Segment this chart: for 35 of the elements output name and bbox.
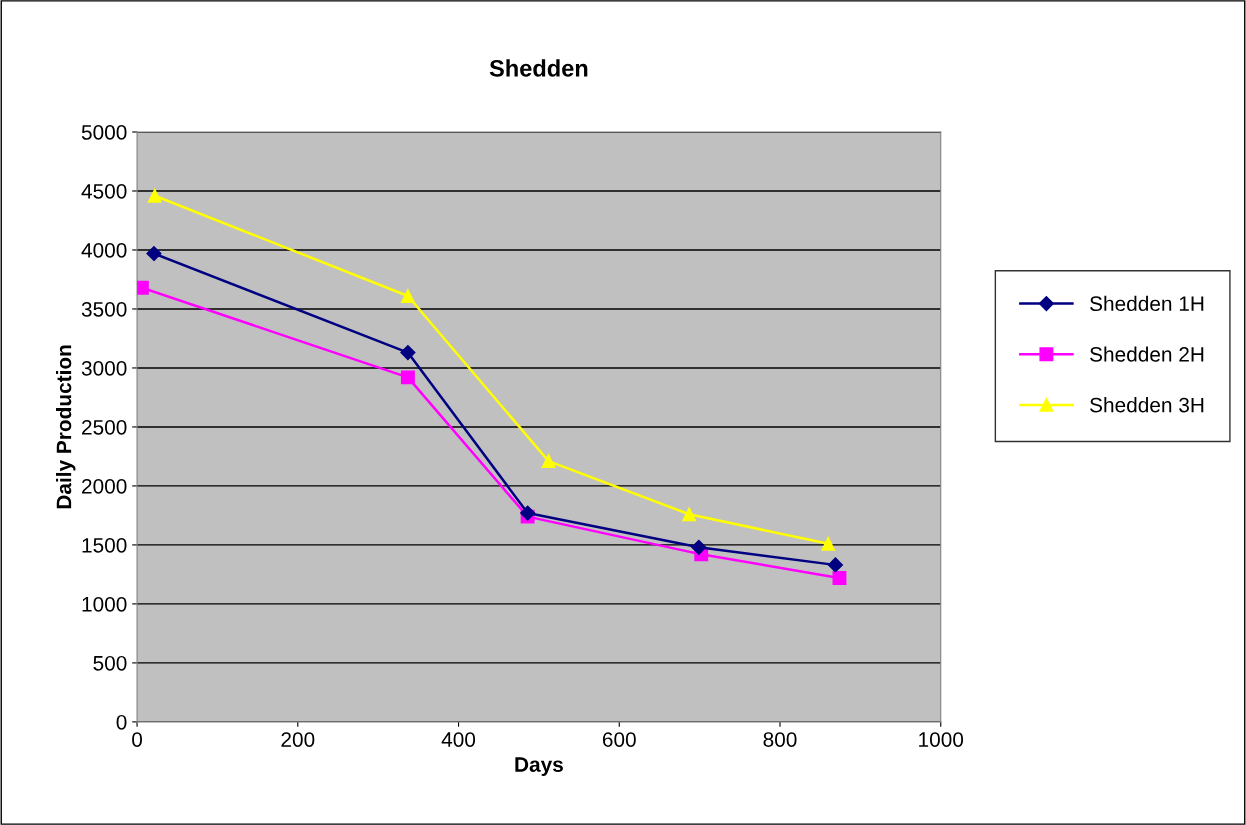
x-tick-label: 1000	[919, 732, 964, 747]
legend-label: Shedden 1H	[1090, 295, 1204, 312]
y-tick-label: 3500	[81, 301, 127, 317]
x-tick-label: 600	[602, 732, 636, 747]
y-axis-title: Daily Production	[56, 345, 76, 509]
x-tick-label: 0	[132, 732, 143, 747]
point	[400, 345, 416, 361]
y-tick-label: 1000	[82, 596, 127, 612]
y-tick-label: 3000	[81, 360, 127, 376]
y-tick-label: 500	[93, 655, 127, 671]
y-tick-label: 2500	[82, 419, 127, 435]
point	[832, 571, 847, 585]
x-tick-label: 400	[441, 732, 476, 747]
point	[691, 539, 707, 555]
x-tick-label: 200	[281, 732, 315, 747]
y-tick-label: 4500	[81, 183, 127, 199]
point	[682, 507, 697, 522]
point	[541, 454, 556, 469]
point	[827, 557, 844, 573]
point	[520, 505, 536, 521]
x-axis-title: Days	[515, 757, 563, 776]
y-tick-label: 0	[116, 714, 127, 730]
legend-label: Shedden 3H	[1090, 397, 1204, 413]
point	[147, 188, 162, 203]
point	[146, 245, 162, 262]
y-tick-label: 4000	[81, 242, 127, 258]
chart-title: Shedden	[489, 59, 588, 77]
point	[400, 289, 415, 303]
point	[821, 536, 836, 551]
point	[400, 370, 415, 385]
y-tick-label: 2000	[82, 478, 127, 494]
legend-label: Shedden 2H	[1090, 346, 1204, 362]
y-tick-label: 1500	[82, 537, 127, 553]
y-tick-label: 5000	[81, 125, 127, 140]
x-tick-label: 800	[763, 732, 797, 747]
